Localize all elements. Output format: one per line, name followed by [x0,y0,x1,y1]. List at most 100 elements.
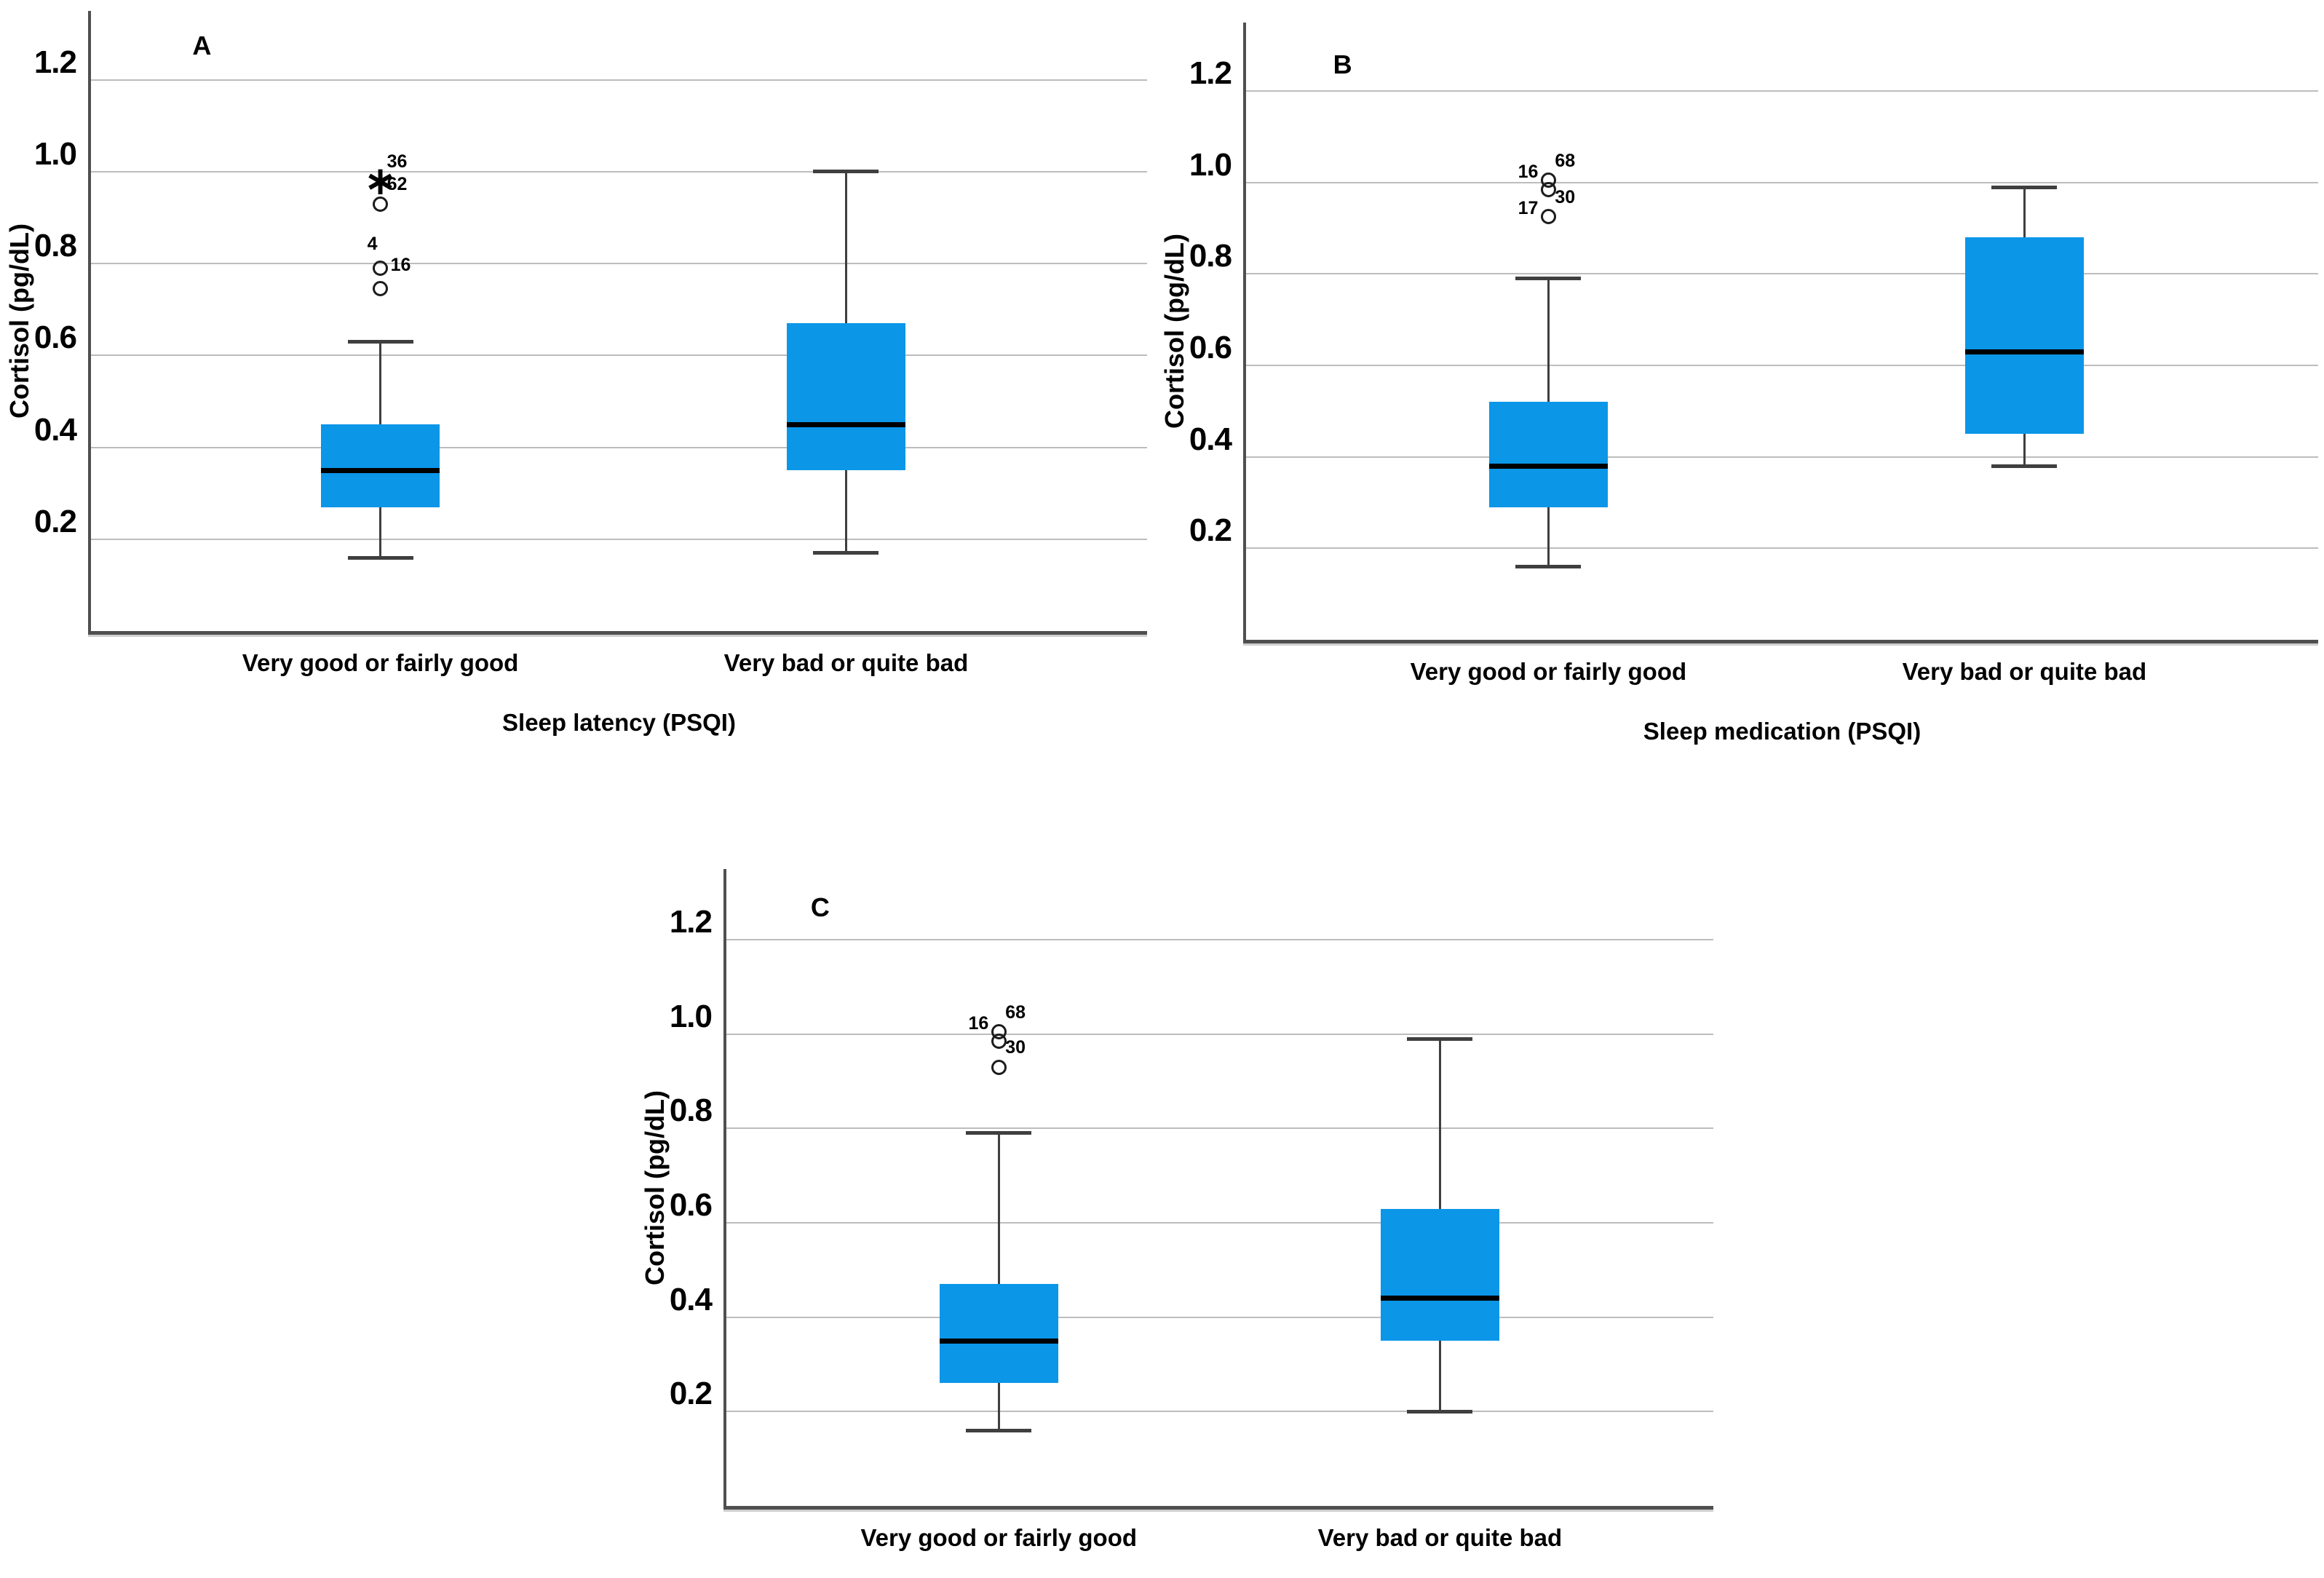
outlier-label: 17 [1518,197,1539,218]
median-line [1380,1296,1499,1301]
gridline [1246,90,2318,92]
y-tick-label: 0.8 [1189,238,1232,274]
gridline [91,170,1147,173]
y-tick-label: 0.6 [1189,330,1232,366]
median-line [1488,463,1608,469]
y-tick-label: 1.2 [669,904,713,940]
median-line [939,1338,1058,1344]
y-axis-title: Cortisol (pg/dL) [4,223,34,419]
whisker-cap [1515,277,1582,281]
y-tick-label: 1.0 [33,135,77,172]
box [939,1284,1058,1384]
category-label: Very bad or quite bad [1317,1524,1563,1551]
x-axis-line [1243,640,2318,643]
outlier-label: 16 [390,255,411,276]
whisker-cap [1407,1409,1473,1414]
outlier-circle-marker [373,260,389,276]
category-label: Very good or fairly good [242,649,519,676]
y-tick-label: 0.8 [669,1093,713,1129]
box [786,323,905,471]
y-tick-label: 1.2 [1189,55,1232,92]
gridline [726,1222,1713,1224]
gridline [91,79,1147,81]
y-axis-title: Cortisol (pg/dL) [1159,234,1189,429]
panel-letter: C [810,892,830,922]
outlier-circle-marker [373,196,389,212]
box [1964,237,2084,435]
whisker-cap [1991,464,2058,468]
y-tick-label: 0.8 [33,228,77,264]
panel-letter: A [192,31,212,60]
whisker-cap [966,1428,1032,1432]
median-line [786,421,905,427]
y-axis-line [88,11,91,633]
y-tick-label: 0.2 [1189,512,1232,549]
y-axis-line [1243,23,1246,642]
whisker-cap [813,170,879,174]
median-line [321,467,440,473]
gridline [91,263,1147,265]
outlier-label: 16 [1518,161,1539,182]
whisker-cap [1991,185,2058,189]
gridline [91,446,1147,448]
box [1488,402,1608,507]
gridline [1246,181,2318,183]
category-label: Very bad or quite bad [723,649,969,676]
gridline [726,1033,1713,1035]
y-tick-label: 1.0 [669,998,713,1034]
outlier-label: 30 [1005,1037,1026,1058]
gridline [1246,547,2318,550]
y-tick-label: 0.4 [669,1281,713,1317]
y-tick-label: 1.2 [33,44,77,80]
x-axis-line [723,1506,1713,1510]
outlier-circle-marker [991,1059,1007,1075]
x-axis-line [88,631,1147,635]
gridline [91,538,1147,540]
outlier-circle-marker [991,1024,1007,1040]
outlier-label: 36 [386,151,408,172]
box [321,424,440,507]
outlier-label: 62 [386,174,408,195]
gridline [1246,456,2318,458]
median-line [1964,349,2084,354]
outlier-circle-marker [1540,209,1556,225]
category-label: Very bad or quite bad [1902,658,2147,685]
y-tick-label: 0.6 [669,1187,713,1224]
y-axis-line [723,869,726,1508]
outlier-label: 16 [968,1012,989,1034]
y-tick-label: 1.0 [1189,146,1232,183]
whisker-cap [347,555,413,560]
whisker-cap [966,1131,1032,1135]
category-label: Very good or fairly good [860,1524,1138,1551]
y-tick-label: 0.4 [1189,421,1232,457]
outlier-circle-marker [1540,173,1556,189]
y-tick-label: 0.4 [33,411,77,448]
outlier-label: 68 [1005,1002,1026,1023]
y-tick-label: 0.2 [669,1376,713,1412]
y-axis-title: Cortisol (pg/dL) [640,1090,670,1285]
outlier-label: 4 [367,234,378,255]
outlier-label: 30 [1555,186,1576,207]
gridline [726,939,1713,941]
y-tick-label: 0.6 [33,320,77,356]
whisker-cap [1515,564,1582,568]
outlier-circle-marker [373,281,389,297]
gridline [726,1316,1713,1318]
outlier-label: 68 [1555,150,1576,171]
whisker-line [997,1133,1000,1431]
category-label: Very good or fairly good [1410,658,1687,685]
gridline [726,1127,1713,1130]
x-axis-title: Sleep medication (PSQI) [1643,718,1922,745]
x-axis-title: Sleep latency (PSQI) [502,709,736,736]
outlier-star-marker: ∗ [364,159,397,202]
panel-letter: B [1333,49,1352,79]
y-tick-label: 0.2 [33,503,77,539]
box [1380,1208,1499,1341]
gridline [1246,273,2318,275]
gridline [1246,365,2318,367]
gridline [726,1411,1713,1413]
whisker-cap [1407,1036,1473,1041]
whisker-cap [347,339,413,344]
gridline [91,354,1147,357]
